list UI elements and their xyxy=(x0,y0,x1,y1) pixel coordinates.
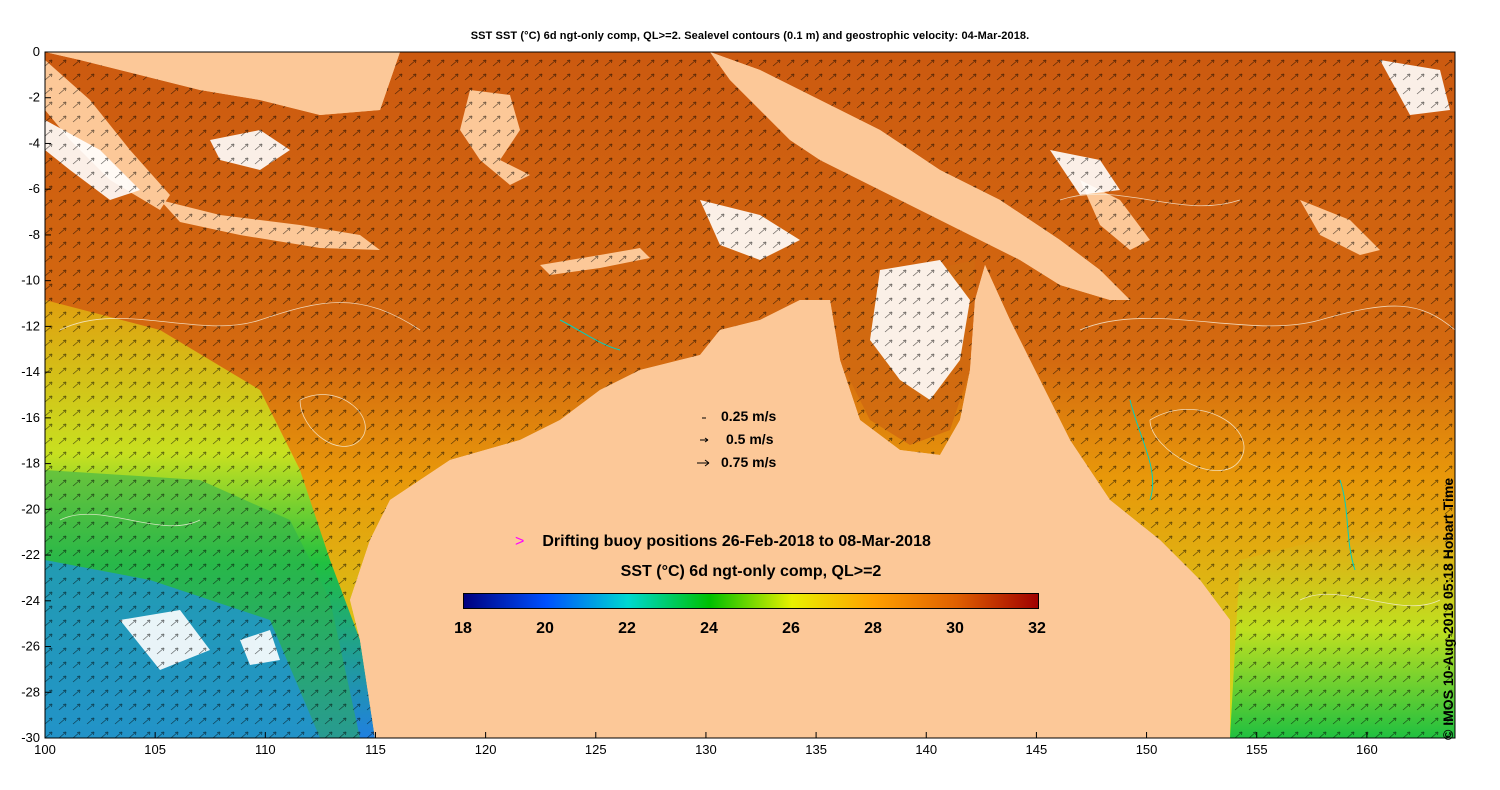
colorbar-tick-label: 22 xyxy=(618,620,636,637)
y-tick-label: -22 xyxy=(21,547,40,562)
y-tick-label: -20 xyxy=(21,501,40,516)
map-frame xyxy=(44,51,1456,739)
colorbar-tick-label: 28 xyxy=(864,620,882,637)
x-tick-label: 105 xyxy=(144,742,166,757)
colorbar-tick-label: 24 xyxy=(700,620,718,637)
y-tick-label: -8 xyxy=(28,227,40,242)
colorbar-tick-label: 30 xyxy=(946,620,964,637)
y-tick-label: -10 xyxy=(21,273,40,288)
coastline-highlights xyxy=(559,319,1356,571)
x-tick-label: 160 xyxy=(1356,742,1378,757)
y-tick-label: -28 xyxy=(21,684,40,699)
colorbar-tick-label: 26 xyxy=(782,620,800,637)
colorbar-tick-label: 18 xyxy=(454,620,472,637)
speed-legend-label-3: 0.75 m/s xyxy=(721,454,777,470)
colorbar-title: SST (°C) 6d ngt-only comp, QL>=2 xyxy=(620,563,882,580)
y-tick-label: -14 xyxy=(21,364,40,379)
speed-arrow-050 xyxy=(700,437,709,443)
speed-legend-label-2: 0.5 m/s xyxy=(726,431,774,447)
x-axis: 100 105 110 115 120 125 130 135 140 145 150 155 160 xyxy=(34,732,1378,757)
borneo-overlay xyxy=(45,52,400,115)
new-guinea-overlay xyxy=(710,52,1130,300)
y-tick-label: -24 xyxy=(21,593,40,608)
y-tick-label: -26 xyxy=(21,639,40,654)
y-axis: 0 -2 -4 -6 -8 -10 -12 -14 -16 -18 -20 -22 -24 -26 -28 -… xyxy=(21,44,51,745)
y-tick-label: -12 xyxy=(21,318,40,333)
x-tick-label: 145 xyxy=(1026,742,1048,757)
y-tick-label: 0 xyxy=(33,44,40,59)
buoy-marker-icon: > xyxy=(515,533,525,550)
y-tick-label: -6 xyxy=(28,181,40,196)
speed-arrow-075 xyxy=(697,459,710,467)
y-tick-label: -30 xyxy=(21,730,40,745)
y-tick-label: -18 xyxy=(21,456,40,471)
speed-legend-arrows xyxy=(697,417,710,467)
x-tick-label: 155 xyxy=(1246,742,1268,757)
y-tick-label: -2 xyxy=(28,90,40,105)
x-tick-label: 150 xyxy=(1136,742,1158,757)
sealevel-contours xyxy=(59,193,1455,607)
x-tick-label: 135 xyxy=(805,742,827,757)
colorbar-tick-label: 32 xyxy=(1028,620,1046,637)
colorbar-tick-label: 20 xyxy=(536,620,554,637)
buoy-legend-label: Drifting buoy positions 26-Feb-2018 to 0… xyxy=(542,533,931,550)
y-tick-label: -16 xyxy=(21,410,40,425)
colorbar xyxy=(463,593,1039,609)
speed-legend-label-1: 0.25 m/s xyxy=(721,408,777,424)
x-tick-label: 140 xyxy=(915,742,937,757)
map-area xyxy=(45,52,1455,738)
y-tick-label: -4 xyxy=(28,135,40,150)
x-tick-label: 100 xyxy=(34,742,56,757)
x-tick-label: 125 xyxy=(585,742,607,757)
buoy-legend: > Drifting buoy positions 26-Feb-2018 to … xyxy=(515,533,931,551)
australia-land-overlay xyxy=(350,265,1230,738)
x-tick-label: 110 xyxy=(255,742,276,757)
x-tick-label: 130 xyxy=(695,742,717,757)
x-tick-label: 120 xyxy=(475,742,497,757)
map-title: SST SST (°C) 6d ngt-only comp, QL>=2. Se… xyxy=(470,30,1030,42)
x-tick-label: 115 xyxy=(365,742,386,757)
credit-text: © IMOS 10-Aug-2018 05:18 Hobart Time xyxy=(1440,477,1456,740)
